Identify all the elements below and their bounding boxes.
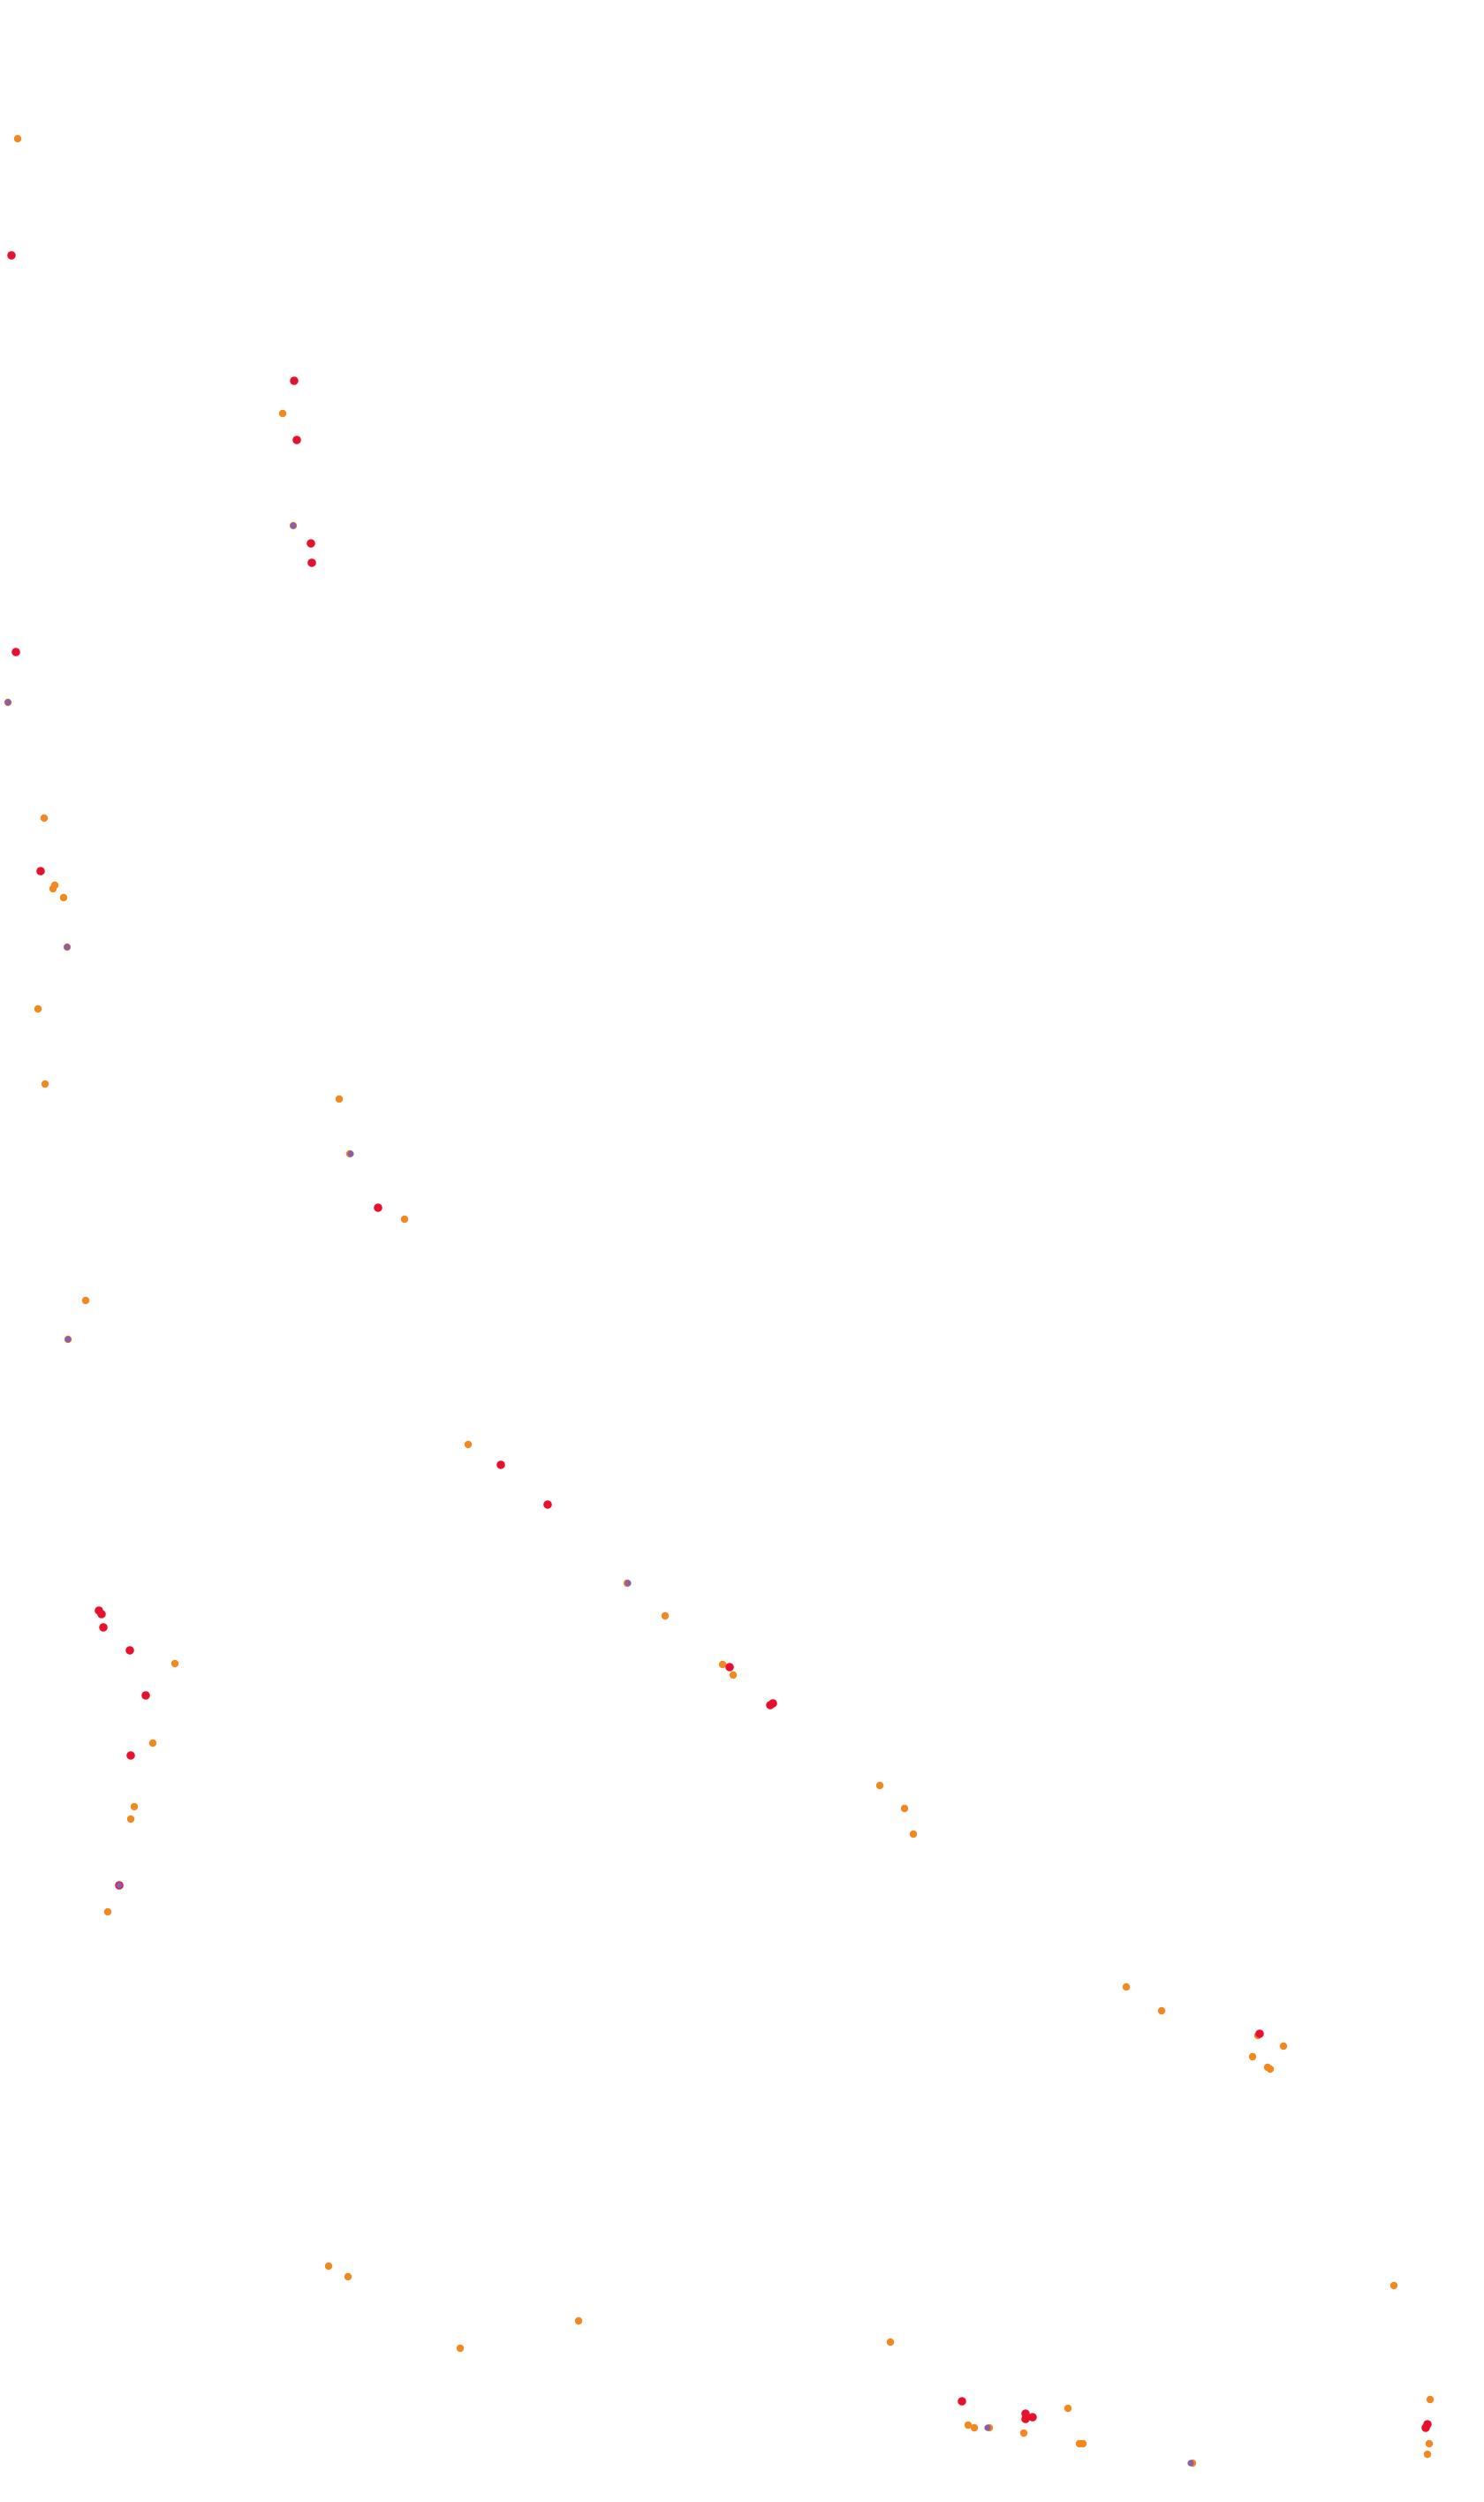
data-point-orange-43 (41, 1080, 49, 1088)
data-point-purple-4 (347, 1150, 354, 1157)
data-point-orange-20 (1263, 2063, 1272, 2072)
data-point-orange-49 (40, 814, 49, 823)
data-point-red-13 (99, 1623, 108, 1632)
data-point-red-8 (126, 1751, 135, 1760)
data-point-purple-3 (64, 1336, 72, 1343)
data-point-orange-24 (1122, 1983, 1131, 1991)
data-point-red-9 (141, 1691, 150, 1700)
data-point-purple-6 (290, 522, 297, 529)
data-point-red-26 (7, 251, 16, 260)
data-point-orange-23 (1157, 2006, 1166, 2015)
data-point-orange-16 (324, 2262, 333, 2271)
data-point-red-18 (496, 1460, 505, 1469)
data-point-orange-34 (718, 1660, 727, 1669)
data-point-orange-32 (170, 1659, 179, 1668)
data-point-purple-2 (625, 1580, 632, 1587)
data-point-red-5 (1423, 2420, 1432, 2429)
data-point-orange-33 (729, 1671, 738, 1679)
data-point-red-2 (1028, 2413, 1037, 2422)
data-point-orange-29 (126, 1815, 135, 1823)
data-point-orange-10 (970, 2423, 979, 2432)
data-point-orange-14 (456, 2344, 465, 2353)
data-point-orange-25 (909, 1830, 918, 1839)
data-point-orange-6 (1079, 2439, 1087, 2448)
data-point-red-20 (36, 867, 45, 876)
data-point-red-17 (543, 1500, 552, 1509)
data-point-purple-1 (116, 1882, 123, 1889)
data-point-red-25 (290, 376, 299, 385)
data-points (4, 134, 1435, 2468)
data-point-orange-31 (148, 1739, 157, 1748)
data-point-red-23 (307, 539, 315, 548)
data-point-orange-44 (34, 1005, 42, 1013)
data-point-orange-52 (278, 409, 287, 418)
data-point-red-3 (1021, 2409, 1030, 2418)
data-point-red-21 (11, 648, 20, 656)
data-point-orange-48 (50, 881, 59, 890)
data-point-red-12 (95, 1606, 103, 1615)
data-point-red-0 (958, 2397, 966, 2406)
data-point-orange-2 (1425, 2439, 1434, 2448)
data-point-orange-21 (1248, 2052, 1257, 2061)
data-point-orange-40 (400, 1215, 409, 1224)
data-point-red-16 (725, 1663, 734, 1672)
data-point-orange-12 (886, 2338, 895, 2347)
data-point-orange-13 (1389, 2281, 1398, 2290)
data-point-orange-3 (1426, 2395, 1435, 2404)
data-point-orange-15 (574, 2316, 583, 2325)
data-point-orange-35 (661, 1611, 670, 1620)
data-point-orange-39 (81, 1296, 90, 1305)
data-point-orange-30 (130, 1802, 139, 1811)
data-point-orange-27 (875, 1781, 884, 1790)
data-point-red-19 (374, 1203, 382, 1212)
data-point-orange-7 (1064, 2404, 1072, 2413)
data-point-red-10 (125, 1646, 134, 1655)
data-point-orange-37 (464, 1440, 473, 1449)
data-point-purple-0 (984, 2424, 991, 2431)
data-point-orange-1 (1423, 2450, 1432, 2459)
data-point-red-24 (292, 436, 301, 444)
data-point-purple-5 (64, 944, 71, 951)
data-point-orange-42 (335, 1095, 344, 1103)
data-point-orange-11 (964, 2421, 973, 2430)
data-point-orange-26 (900, 1804, 909, 1813)
data-point-red-15 (768, 1699, 777, 1708)
data-point-orange-53 (13, 134, 22, 143)
data-point-purple-8 (1187, 2460, 1194, 2467)
data-point-orange-17 (344, 2272, 352, 2281)
data-point-red-6 (1255, 2029, 1264, 2038)
data-point-orange-18 (1279, 2042, 1288, 2051)
data-point-orange-8 (1019, 2429, 1028, 2438)
data-point-red-22 (307, 558, 316, 567)
data-point-purple-7 (4, 699, 11, 706)
data-point-orange-46 (59, 893, 68, 902)
data-point-orange-28 (103, 1907, 112, 1916)
